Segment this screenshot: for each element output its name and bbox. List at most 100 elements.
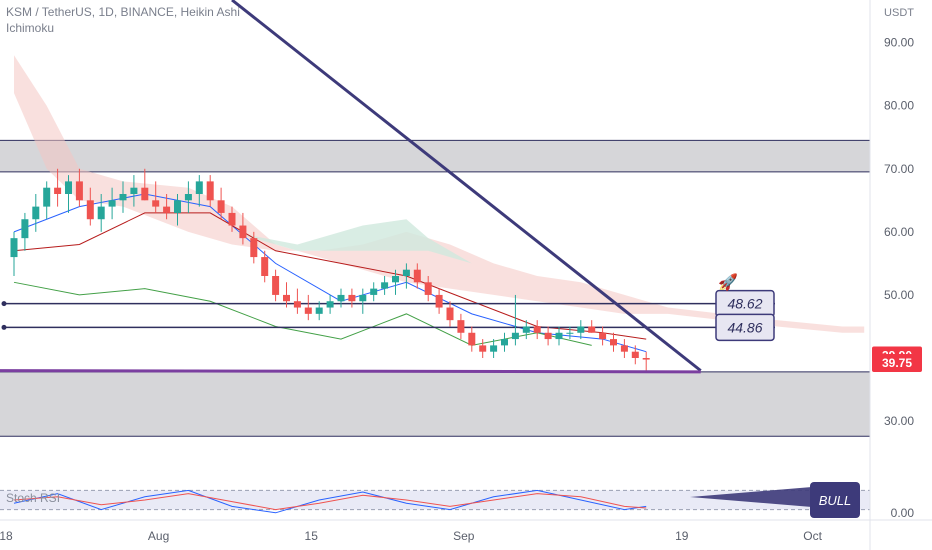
unit-label: USDT [884, 7, 914, 19]
candle-body [381, 282, 389, 289]
stoch-rsi-label: Stoch RSI [6, 491, 60, 505]
price-tick-label: 60.00 [884, 225, 914, 239]
time-axis: 18Aug15Sep19Oct17Nov [0, 519, 932, 543]
candle-body [631, 351, 639, 358]
candle-body [599, 332, 607, 340]
candle-body [413, 269, 421, 283]
candle-body [195, 181, 203, 194]
candle-body [435, 294, 443, 308]
price-tick-label: 90.00 [884, 36, 914, 50]
price-tick-label: 70.00 [884, 162, 914, 176]
candle-body [588, 326, 596, 333]
candle-body [239, 225, 247, 239]
time-tick-label: 15 [305, 529, 319, 543]
time-tick-label: 19 [675, 529, 689, 543]
time-tick-label: Oct [803, 529, 822, 543]
price-tick-label: 80.00 [884, 99, 914, 113]
price-tick-label: 30.00 [884, 414, 914, 428]
candle-body [54, 187, 62, 194]
stoch-band [0, 490, 870, 510]
rocket-icon: 🚀 [718, 272, 738, 291]
level-label-text: 44.86 [727, 319, 762, 335]
candle-body [304, 307, 312, 314]
symbol-title[interactable]: KSM / TetherUS, 1D, BINANCE, Heikin Ashi [6, 5, 240, 19]
stoch-d-line [13, 493, 647, 511]
stoch-rsi-pane: Stoch RSI 0.00 BULL [0, 482, 914, 520]
price-zones [0, 139, 870, 437]
candle-body [490, 345, 498, 352]
candle-body [141, 187, 149, 201]
bull-wedge [690, 487, 812, 507]
candle-body [283, 294, 290, 302]
candle-body [337, 294, 345, 302]
level-label-box [715, 313, 775, 342]
candle-body [261, 257, 269, 276]
candle-body [555, 332, 563, 340]
candle-body [184, 194, 192, 201]
candle-body [206, 181, 214, 201]
candle-body [97, 206, 105, 220]
candle-body [392, 276, 399, 283]
candle-body [293, 301, 301, 308]
time-tick-label: Sep [453, 529, 475, 543]
candle-body [511, 332, 519, 340]
candle-body [272, 276, 280, 295]
candle-body [544, 332, 552, 340]
candle-body [65, 181, 72, 194]
candle-body [566, 332, 574, 334]
candle-body [370, 288, 378, 295]
price-tag-box [872, 354, 922, 373]
bull-label-text: BULL [819, 493, 852, 508]
time-tick-label: Aug [148, 529, 169, 543]
cloud-bearish [14, 55, 865, 333]
candle-body [130, 187, 138, 194]
candle-body [174, 200, 181, 213]
support-trendline [0, 369, 701, 374]
descending-trendline [231, 0, 702, 372]
candle-body [326, 301, 334, 308]
time-tick-label: 18 [0, 529, 13, 543]
candle-body [43, 187, 51, 207]
candles [10, 168, 650, 371]
level-44-86-line-anchor [1, 324, 7, 330]
kijun-line [13, 212, 647, 340]
chart-header: KSM / TetherUS, 1D, BINANCE, Heikin Ashi… [6, 4, 240, 36]
candle-body [424, 282, 432, 295]
candle-body [457, 320, 465, 333]
price-tag-text: 39.75 [882, 356, 912, 370]
candle-body [32, 206, 40, 220]
candle-body [75, 181, 83, 201]
level-label-text: 48.62 [727, 296, 762, 312]
candle-body [522, 326, 530, 333]
candle-body [402, 269, 410, 276]
candle-body [86, 200, 94, 220]
candle-body [108, 200, 116, 207]
candle-body [533, 326, 541, 333]
candle-body [119, 194, 127, 201]
level-48-62-line-anchor [1, 301, 7, 307]
price-tick-label: 50.00 [884, 288, 914, 302]
candle-body [228, 212, 236, 226]
candle-body [10, 238, 18, 258]
ichimoku-cloud [14, 55, 865, 333]
indicator-label[interactable]: Ichimoku [6, 21, 55, 35]
bull-label-box [810, 482, 860, 518]
cloud-bullish [232, 219, 494, 264]
candle-body [610, 339, 617, 346]
support-zone [0, 371, 870, 437]
candle-body [501, 339, 508, 346]
candle-body [468, 332, 476, 346]
candle-body [479, 345, 487, 352]
trendlines [0, 0, 702, 374]
candle-body [21, 219, 29, 239]
stoch-tick-label: 0.00 [891, 506, 915, 520]
candle-body [620, 345, 628, 352]
resistance-zone [0, 140, 870, 172]
candle-body [577, 326, 585, 333]
candle-body [359, 294, 367, 302]
annotations: 48.62 44.86 🚀 [715, 272, 775, 342]
candle-body [348, 294, 356, 302]
candle-body [250, 238, 258, 258]
candle-body [152, 200, 160, 207]
